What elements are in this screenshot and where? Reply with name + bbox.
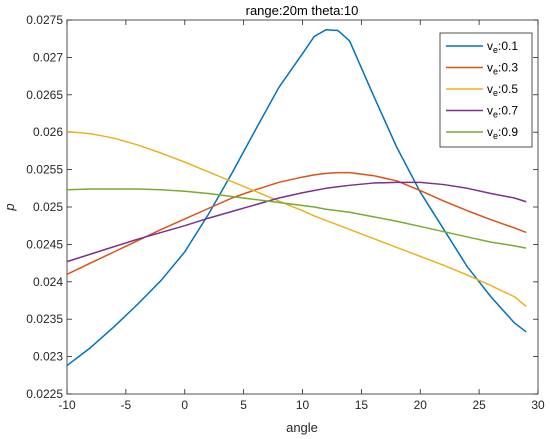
series-line-2: [66, 171, 527, 275]
y-tick-label: 0.024: [33, 275, 63, 289]
x-tick-label: 5: [240, 398, 247, 412]
y-tick-label: 0.026: [33, 125, 63, 139]
x-tick-label: 0: [181, 398, 188, 412]
legend-label-suffix: :0.5: [498, 82, 518, 96]
y-tick-label: 0.0235: [26, 312, 63, 326]
y-tick-label: 0.0225: [26, 387, 63, 401]
series-line-3: [66, 130, 527, 308]
legend-label-subscript: e: [493, 131, 498, 141]
legend-label-prefix: v: [487, 104, 493, 118]
legend: ve:0.1ve:0.3ve:0.5ve:0.7ve:0.9: [439, 32, 533, 148]
legend-label-1: ve:0.1: [487, 39, 518, 55]
axis-ticks: -10 -5 0 5 10 15 20 25 30 0.0225 0.023 0.0235 0.024 0…: [26, 13, 545, 412]
x-tick-label: -10: [58, 398, 76, 412]
y-tick-label: 0.023: [33, 350, 63, 364]
legend-label-subscript: e: [493, 67, 498, 77]
y-tick-label: 0.0265: [26, 88, 63, 102]
y-tick-label: 0.0255: [26, 163, 63, 177]
legend-label-suffix: :0.7: [498, 104, 518, 118]
x-tick-label: 30: [531, 398, 545, 412]
y-tick-label: 0.0245: [26, 237, 63, 251]
legend-label-subscript: e: [493, 88, 498, 98]
series-line-5: [66, 188, 527, 249]
x-tick-label: 25: [472, 398, 486, 412]
legend-label-subscript: e: [493, 45, 498, 55]
legend-label-suffix: :0.3: [498, 61, 518, 75]
legend-label-4: ve:0.7: [487, 104, 518, 120]
x-tick-label: -5: [121, 398, 132, 412]
y-tick-label: 0.025: [33, 200, 63, 214]
legend-label-prefix: v: [487, 125, 493, 139]
legend-label-suffix: :0.1: [498, 39, 518, 53]
series-lines: [66, 28, 527, 367]
legend-label-prefix: v: [487, 61, 493, 75]
chart-title: range:20m theta:10: [246, 3, 359, 18]
series-line-1: [66, 28, 527, 367]
legend-label-prefix: v: [487, 82, 493, 96]
y-tick-label: 0.027: [33, 50, 63, 64]
legend-label-subscript: e: [493, 110, 498, 120]
x-axis-label: angle: [286, 420, 318, 435]
legend-label-prefix: v: [487, 39, 493, 53]
legend-label-suffix: :0.9: [498, 125, 518, 139]
legend-label-2: ve:0.3: [487, 61, 518, 77]
legend-label-3: ve:0.5: [487, 82, 518, 98]
x-tick-label: 10: [296, 398, 310, 412]
legend-box: [439, 32, 533, 148]
x-tick-label: 20: [414, 398, 428, 412]
y-tick-label: 0.0275: [26, 13, 63, 27]
series-line-4: [66, 181, 527, 263]
x-tick-label: 15: [355, 398, 369, 412]
y-axis-label: p: [2, 203, 17, 211]
legend-label-5: ve:0.9: [487, 125, 518, 141]
